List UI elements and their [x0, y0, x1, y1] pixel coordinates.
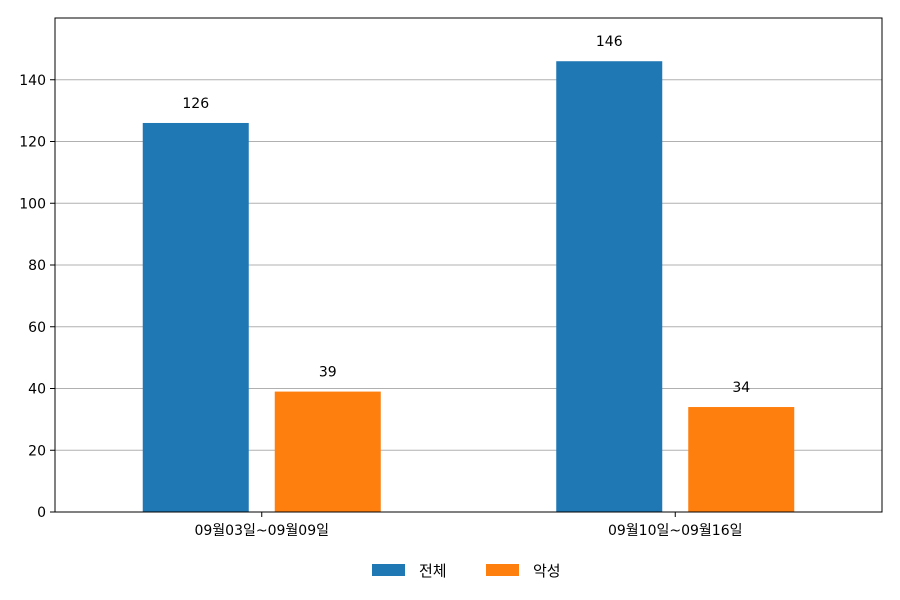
- bars: [142, 61, 795, 512]
- bar-value-label: 126: [182, 96, 209, 112]
- y-tick-label: 100: [19, 196, 46, 212]
- legend-swatch: [486, 564, 519, 576]
- bar-total: [556, 61, 663, 512]
- legend-label: 전체: [419, 562, 447, 580]
- y-tick-label: 80: [28, 258, 46, 274]
- bar-value-label: 34: [732, 380, 750, 396]
- y-axis: 0 20 40 60 80 100 120 140: [19, 73, 55, 521]
- y-tick-label: 20: [28, 443, 46, 459]
- legend-swatch: [372, 564, 405, 576]
- bar-total: [142, 122, 249, 512]
- y-tick-label: 0: [37, 505, 46, 521]
- x-tick-label: 09월03일~09월09일: [194, 523, 329, 539]
- y-tick-label: 60: [28, 320, 46, 336]
- y-tick-label: 140: [19, 73, 46, 89]
- legend-item[interactable]: 전체: [372, 562, 447, 580]
- legend-label: 악성: [533, 562, 561, 580]
- x-axis: 09월03일~09월09일 09월10일~09월16일: [194, 512, 743, 539]
- legend-item[interactable]: 악성: [486, 562, 561, 580]
- bar-value-label: 39: [319, 365, 337, 381]
- bar-malicious: [688, 407, 795, 512]
- y-tick-label: 120: [19, 135, 46, 151]
- bar-value-label: 146: [596, 34, 623, 50]
- y-tick-label: 40: [28, 382, 46, 398]
- data-labels: 126 39 146 34: [182, 34, 750, 396]
- legend[interactable]: 전체 악성: [372, 562, 561, 580]
- x-tick-label: 09월10일~09월16일: [608, 523, 743, 539]
- bar-malicious: [274, 391, 381, 512]
